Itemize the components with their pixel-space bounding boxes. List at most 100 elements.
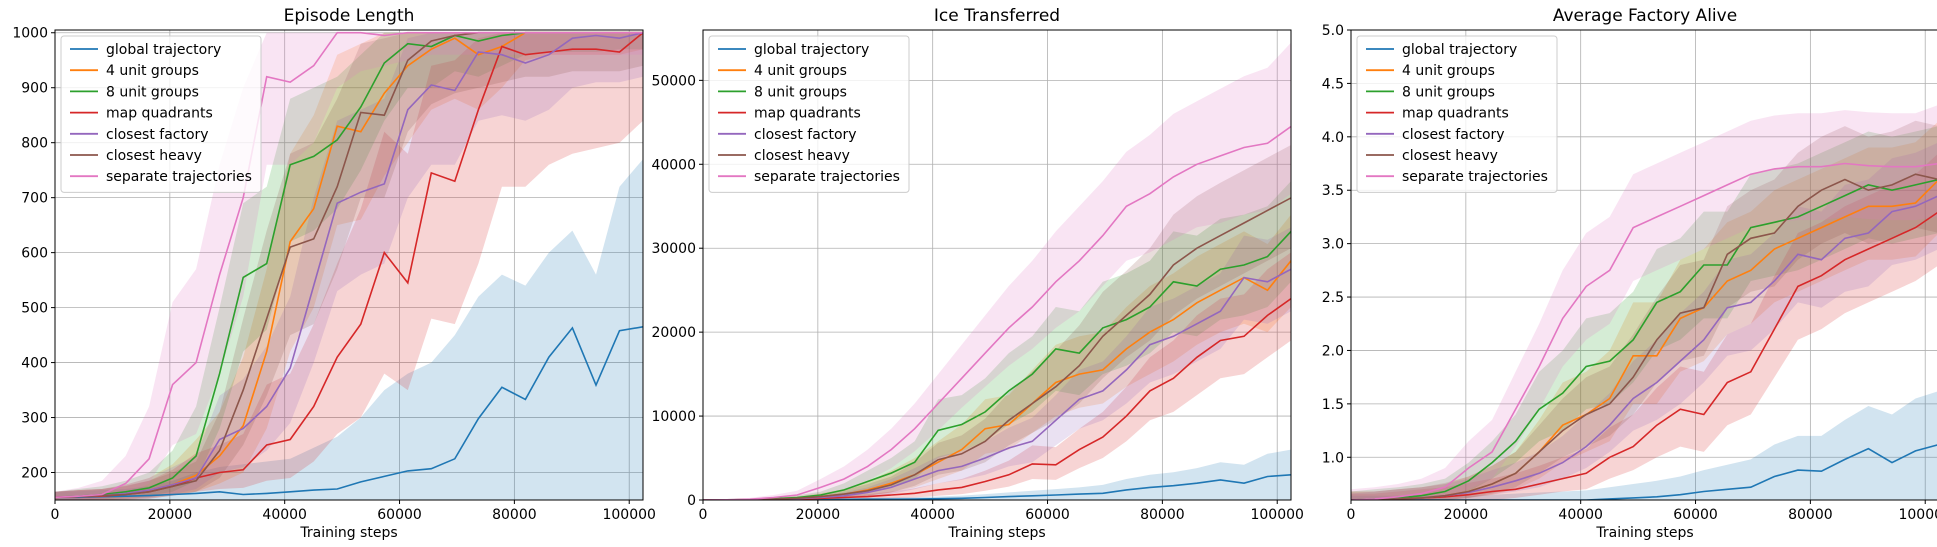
line-closest-factory [55,31,643,499]
legend-label-4-unit-groups: 4 unit groups [106,63,199,79]
band-separate-trajectories [55,32,643,500]
legend-label-global-trajectory: global trajectory [1402,42,1517,58]
y-tick-label: 1000 [12,26,48,42]
line-separate-trajectories [55,31,643,499]
band-closest-factory [55,32,643,500]
y-tick-label: 0 [687,493,696,509]
legend-label-separate-trajectories: separate trajectories [1402,169,1548,185]
band-8-unit-groups [1351,126,1937,500]
line-global-trajectory [1351,444,1937,500]
x-axis-label: Training steps [947,525,1045,541]
legend-label-closest-factory: closest factory [106,127,209,143]
y-tick-label: 4.5 [1322,76,1344,92]
line-8-unit-groups [1351,179,1937,500]
y-tick-label: 800 [21,136,48,152]
legend-label-8-unit-groups: 8 unit groups [1402,84,1495,100]
band-map-quadrants [55,32,643,500]
legend-label-4-unit-groups: 4 unit groups [754,63,847,79]
x-tick-label: 100000 [1898,507,1937,523]
legend-label-8-unit-groups: 8 unit groups [754,84,847,100]
x-tick-label: 0 [51,507,60,523]
y-tick-label: 300 [21,411,48,427]
x-tick-label: 0 [1347,507,1356,523]
legend-label-4-unit-groups: 4 unit groups [1402,63,1495,79]
y-tick-label: 50000 [651,73,696,89]
x-tick-label: 100000 [1250,507,1303,523]
y-tick-label: 200 [21,466,48,482]
x-tick-label: 40000 [1558,507,1603,523]
band-4-unit-groups [1351,122,1937,500]
x-tick-label: 80000 [1788,507,1833,523]
x-tick-label: 60000 [1673,507,1718,523]
legend-label-map-quadrants: map quadrants [106,106,213,122]
axes-frame [702,29,1292,501]
x-tick-label: 100000 [602,507,655,523]
x-tick-label: 60000 [1025,507,1070,523]
legend-label-separate-trajectories: separate trajectories [754,169,900,185]
x-tick-label: 20000 [1444,507,1489,523]
legend-label-closest-factory: closest factory [754,127,857,143]
x-tick-label: 20000 [796,507,841,523]
x-tick-label: 40000 [910,507,955,523]
band-closest-heavy [55,32,643,500]
y-tick-label: 600 [21,246,48,262]
legend-label-closest-factory: closest factory [1402,127,1505,143]
band-closest-heavy [703,145,1291,500]
y-tick-label: 3.5 [1322,183,1344,199]
legend-label-closest-heavy: closest heavy [106,148,202,164]
y-tick-label: 700 [21,191,48,207]
legend-box [1356,35,1558,193]
legend: global trajectory 4 unit groups 8 unit gro… [708,35,910,193]
band-separate-trajectories [703,42,1291,500]
band-4-unit-groups [703,214,1291,500]
legend: global trajectory 4 unit groups 8 unit gro… [60,35,262,193]
legend-box [60,35,262,193]
y-tick-label: 900 [21,81,48,97]
axes-frame [54,29,644,501]
axes-frame [1350,29,1937,501]
line-8-unit-groups [703,230,1291,500]
chart-panel-3: 0 20000 40000 60000 80000 100000 1.0 1.5 2.0 2.5 3… [1322,6,1937,541]
x-tick-label: 60000 [377,507,422,523]
band-closest-factory [1351,143,1937,500]
plot-area [1351,105,1937,500]
band-8-unit-groups [55,32,643,500]
chart-title: Episode Length [284,6,415,26]
x-tick-label: 80000 [1140,507,1185,523]
y-tick-label: 5.0 [1322,23,1344,39]
band-4-unit-groups [55,32,643,500]
band-closest-factory [703,227,1291,500]
band-map-quadrants [1351,154,1937,500]
x-tick-label: 20000 [148,507,193,523]
legend-label-map-quadrants: map quadrants [1402,106,1509,122]
x-tick-label: 40000 [262,507,307,523]
legend-label-map-quadrants: map quadrants [754,106,861,122]
y-tick-label: 1.5 [1322,397,1344,413]
y-tick-label: 20000 [651,325,696,341]
plot-area [55,31,643,500]
y-tick-label: 40000 [651,157,696,173]
line-map-quadrants [1351,211,1937,500]
line-separate-trajectories [703,125,1291,500]
chart-panel-1: 0 20000 40000 60000 80000 100000 200 300 400 500 6… [12,6,656,541]
legend-label-8-unit-groups: 8 unit groups [106,84,199,100]
legend-label-global-trajectory: global trajectory [754,42,869,58]
plot-area [703,42,1291,500]
y-tick-label: 500 [21,301,48,317]
line-closest-heavy [703,197,1291,500]
chart-title: Ice Transferred [934,6,1060,26]
line-global-trajectory [55,326,643,499]
line-closest-heavy [1351,173,1937,500]
y-tick-label: 3.0 [1322,237,1344,253]
legend-box [708,35,910,193]
y-tick-label: 2.5 [1322,290,1344,306]
y-tick-label: 10000 [651,409,696,425]
legend-label-closest-heavy: closest heavy [1402,148,1498,164]
band-map-quadrants [703,252,1291,500]
y-tick-label: 30000 [651,241,696,257]
chart-panel-2: 0 20000 40000 60000 80000 100000 0 10000 20000 30… [651,6,1303,541]
x-axis-label: Training steps [1595,525,1693,541]
y-tick-label: 2.0 [1322,343,1344,359]
line-separate-trajectories [1351,162,1937,500]
